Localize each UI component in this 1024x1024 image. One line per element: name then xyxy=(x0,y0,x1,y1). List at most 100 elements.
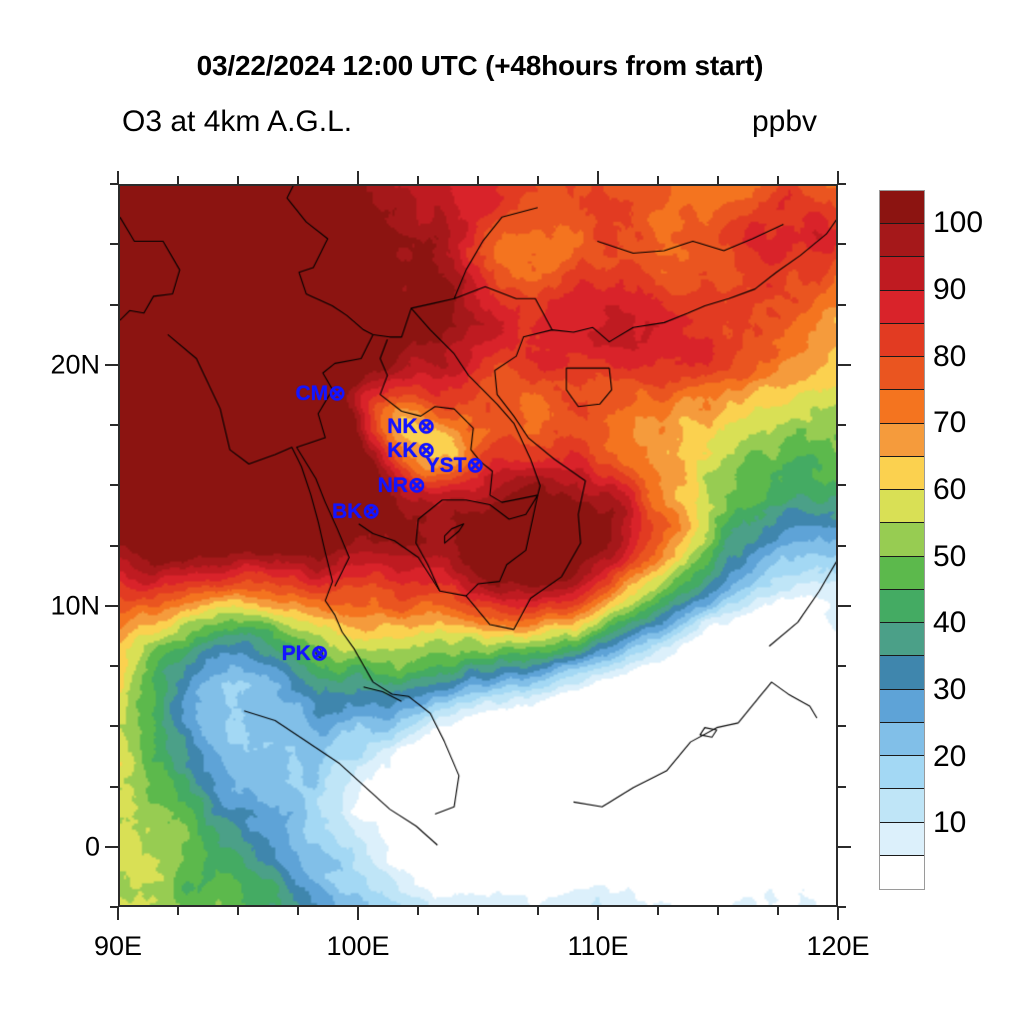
colorbar-tick-label: 20 xyxy=(933,739,967,773)
station-code: BK xyxy=(332,499,363,523)
station-marker-pk[interactable]: PK⊗ xyxy=(282,641,329,666)
y-tick xyxy=(105,363,118,366)
y-tick xyxy=(838,604,851,607)
colorbar-tick-label: 90 xyxy=(933,273,967,306)
x-tick xyxy=(297,176,299,184)
station-marker-yst[interactable]: YST⊗ xyxy=(426,453,484,478)
colorbar-band xyxy=(880,656,924,690)
station-marker-cm[interactable]: CM⊗ xyxy=(296,381,346,406)
x-tick xyxy=(837,171,839,184)
y-tick xyxy=(838,665,846,667)
y-tick xyxy=(105,845,118,848)
station-marker-bk[interactable]: BK⊗ xyxy=(332,499,380,524)
y-tick xyxy=(110,544,118,547)
colorbar-band xyxy=(880,756,924,790)
colorbar[interactable] xyxy=(879,190,925,890)
x-tick xyxy=(537,176,539,184)
colorbar-band xyxy=(880,822,924,856)
colorbar-band xyxy=(880,589,924,624)
x-tick xyxy=(777,176,779,184)
colorbar-tick-label: 60 xyxy=(933,473,967,506)
colorbar-tick-label: 50 xyxy=(933,539,967,573)
y-axis-tick-label: 10N xyxy=(50,590,100,621)
page-title: 03/22/2024 12:00 UTC (+48hours from star… xyxy=(196,50,764,81)
station-code: NR xyxy=(377,473,408,497)
x-tick xyxy=(417,907,419,915)
colorbar-band xyxy=(880,224,924,258)
colorbar-tick-label: 40 xyxy=(933,606,967,640)
x-tick xyxy=(477,176,479,184)
map-plot-area[interactable]: WRF-Chem_NCAR_YSU xyxy=(118,184,838,907)
x-tick xyxy=(117,907,119,920)
station-marker-nk[interactable]: NK⊗ xyxy=(387,414,435,439)
colorbar-band xyxy=(880,323,924,358)
x-axis-tick-label: 90E xyxy=(93,931,143,961)
y-axis-tick-label: 0 xyxy=(84,831,100,862)
y-tick xyxy=(110,424,118,426)
y-tick xyxy=(838,725,846,728)
colorbar-band xyxy=(880,456,924,491)
station-marker-icon: ⊗ xyxy=(466,453,485,477)
x-tick xyxy=(597,171,599,184)
x-tick xyxy=(177,176,179,184)
colorbar-band xyxy=(880,523,924,557)
y-tick xyxy=(105,604,118,607)
station-code: YST xyxy=(425,453,467,477)
x-tick xyxy=(177,907,179,915)
y-tick xyxy=(838,845,851,848)
x-tick xyxy=(717,907,719,915)
y-tick xyxy=(110,785,118,788)
x-axis-tick-label: 110E xyxy=(567,931,629,961)
y-tick xyxy=(838,785,846,788)
colorbar-tick-label: 100 xyxy=(933,206,984,240)
colorbar-tick-label: 10 xyxy=(933,806,967,840)
x-tick xyxy=(357,171,359,184)
x-tick xyxy=(237,176,239,184)
x-tick xyxy=(237,907,239,915)
y-tick xyxy=(838,303,846,306)
x-tick xyxy=(777,907,779,915)
colorbar-band xyxy=(880,722,924,757)
x-tick xyxy=(657,176,659,184)
y-tick xyxy=(110,725,118,728)
y-tick xyxy=(110,243,118,246)
station-code: KK xyxy=(387,438,418,462)
station-code: PK xyxy=(281,641,311,665)
station-code: NK xyxy=(387,415,418,439)
y-tick xyxy=(838,424,846,426)
colorbar-band xyxy=(880,855,924,889)
colorbar-band xyxy=(880,191,924,225)
colorbar-band xyxy=(880,490,924,524)
x-axis-tick-label: 100E xyxy=(326,931,390,961)
plot-subtitle: O3 at 4km A.G.L. xyxy=(122,105,353,138)
x-tick xyxy=(537,907,539,915)
colorbar-band xyxy=(880,623,924,657)
y-axis-tick-label: 20N xyxy=(50,349,100,380)
y-tick xyxy=(838,183,846,185)
colorbar-band xyxy=(880,556,924,590)
x-axis-tick-label: 120E xyxy=(806,931,870,961)
station-marker-icon: ⊗ xyxy=(328,381,346,405)
colorbar-band xyxy=(880,390,924,424)
station-marker-icon: ⊗ xyxy=(362,499,380,523)
station-marker-nr[interactable]: NR⊗ xyxy=(378,473,426,498)
y-tick xyxy=(838,243,846,246)
x-tick xyxy=(657,907,659,915)
station-marker-kk[interactable]: KK⊗ xyxy=(387,438,435,463)
y-tick xyxy=(110,484,118,487)
station-code: CM xyxy=(295,381,329,405)
x-tick xyxy=(117,171,119,184)
x-tick xyxy=(837,907,839,920)
x-tick xyxy=(597,907,599,920)
x-tick xyxy=(297,907,299,915)
station-marker-icon: ⊗ xyxy=(407,473,426,497)
colorbar-band xyxy=(880,423,924,457)
y-tick xyxy=(838,363,851,366)
x-tick xyxy=(357,907,359,920)
y-tick xyxy=(838,906,846,908)
x-tick xyxy=(477,907,479,915)
colorbar-band xyxy=(880,689,924,723)
station-marker-icon: ⊗ xyxy=(417,415,436,439)
station-marker-icon: ⊗ xyxy=(417,438,436,462)
y-tick xyxy=(110,906,118,908)
